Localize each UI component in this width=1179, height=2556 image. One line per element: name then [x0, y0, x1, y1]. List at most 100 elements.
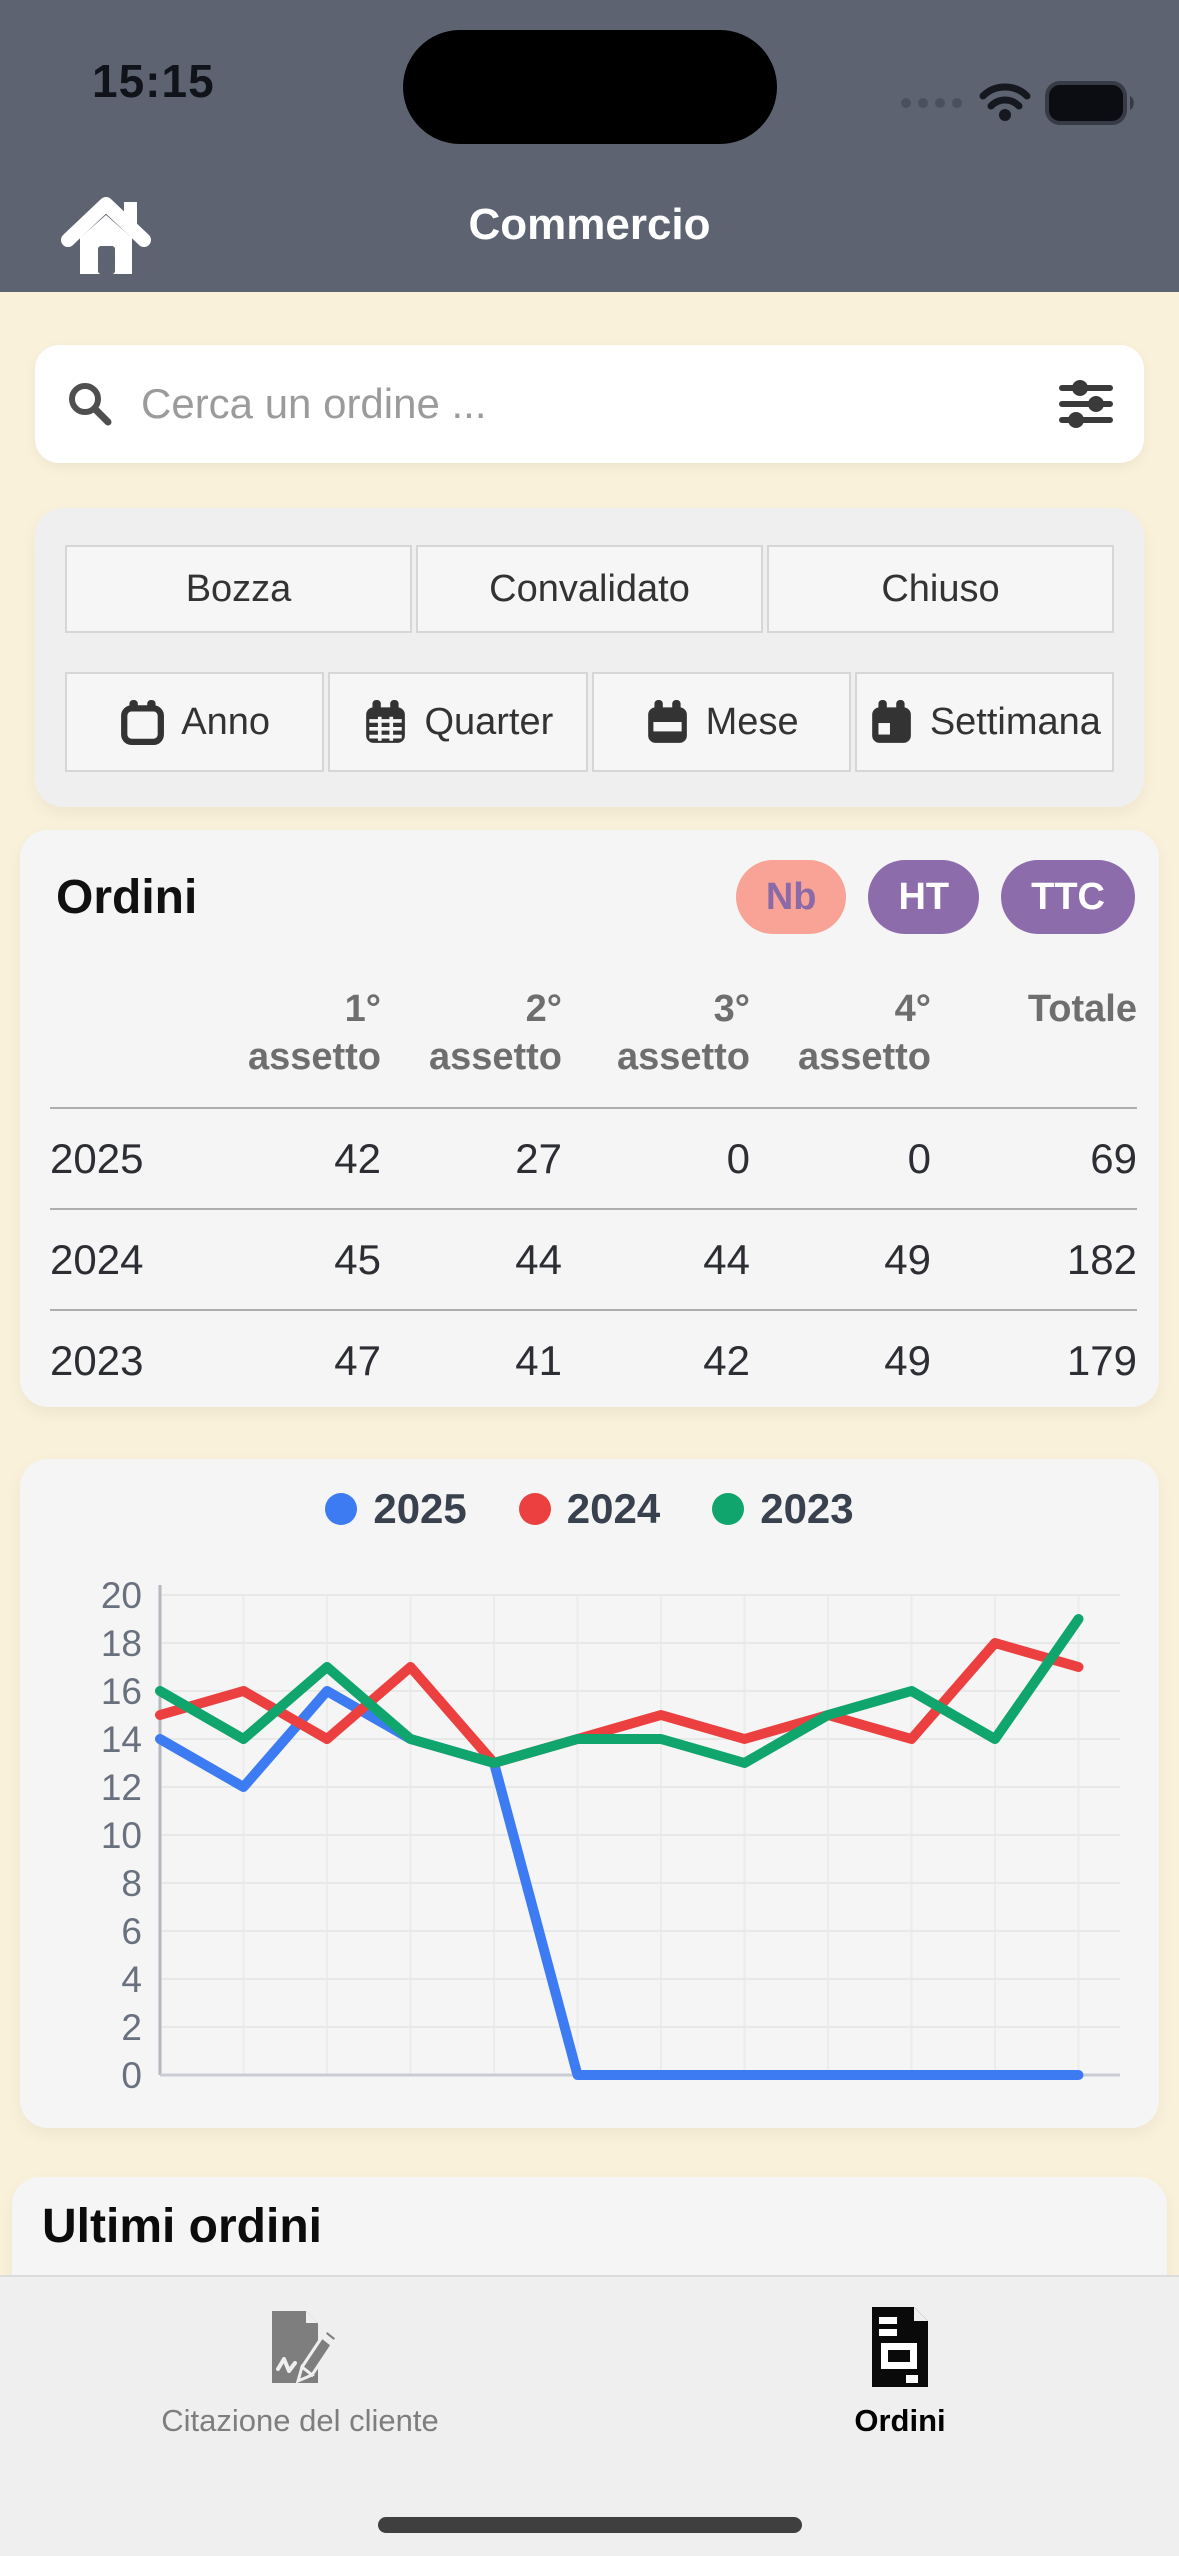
page-title: Commercio	[468, 200, 711, 249]
badge-ht[interactable]: HT	[868, 860, 980, 934]
file-signature-icon	[272, 2311, 340, 2384]
tab-bar: Citazione del cliente Ordini	[0, 2275, 1179, 2556]
filter-label: Quarter	[424, 700, 554, 743]
y-tick-label: 8	[121, 1863, 142, 1904]
cell: 27	[381, 1107, 562, 1209]
filter-label: Mese	[705, 700, 799, 743]
table-row: 2024 45 44 44 49 182	[50, 1208, 1137, 1310]
legend-dot-green	[712, 1493, 745, 1525]
column-header: 2° assetto	[428, 988, 562, 1078]
y-tick-label: 16	[101, 1671, 142, 1712]
cell-total: 69	[931, 1107, 1137, 1209]
filter-mese-button[interactable]: Mese	[591, 672, 851, 772]
badge-ttc[interactable]: TTC	[1001, 860, 1135, 934]
column-header-year	[50, 980, 185, 1108]
legend-item-2025[interactable]: 2025	[325, 1485, 467, 1533]
y-tick-label: 2	[121, 2007, 142, 2048]
home-indicator[interactable]	[377, 2517, 802, 2533]
line-chart: 0 2 4 6 8 10 12 14 16 18 20	[101, 1575, 1120, 2096]
calendar-outline-icon	[121, 700, 165, 745]
column-header-total: Totale	[1027, 988, 1137, 1030]
y-tick-label: 18	[101, 1623, 142, 1664]
calendar-week-icon	[872, 700, 911, 743]
tab-ordini[interactable]: Ordini	[680, 2305, 1120, 2439]
column-header: 4° assetto	[797, 988, 931, 1078]
cell: 47	[185, 1309, 381, 1411]
legend-label: 2024	[566, 1485, 661, 1532]
filter-quarter-button[interactable]: Quarter	[328, 672, 588, 772]
filter-chiuso-button[interactable]: Chiuso	[767, 545, 1114, 633]
column-header: 3° assetto	[616, 988, 750, 1078]
filter-anno-button[interactable]: Anno	[65, 672, 325, 772]
legend-dot-blue	[325, 1493, 358, 1525]
cell: 44	[381, 1208, 562, 1310]
cell: 45	[185, 1208, 381, 1310]
orders-card: Ordini Nb HT TTC 1° assetto 2° assetto 3° a…	[20, 830, 1159, 1411]
y-tick-label: 6	[121, 1911, 142, 1952]
status-filter-row: Bozza Convalidato Chiuso	[65, 545, 1114, 633]
home-button[interactable]	[60, 188, 152, 276]
home-icon	[61, 197, 151, 274]
orders-badges: Nb HT TTC	[735, 860, 1135, 934]
y-tick-label: 4	[121, 1959, 142, 2000]
tab-citazione-del-cliente[interactable]: Citazione del cliente	[80, 2305, 520, 2439]
series-line-2025	[155, 1686, 1084, 2080]
series-line-2023	[155, 1614, 1084, 1768]
latest-orders-title: Ultimi ordini	[42, 2200, 322, 2253]
filter-label: Anno	[181, 700, 270, 743]
period-filter-row: Anno Quarter Mese	[65, 672, 1114, 772]
orders-title: Ordini	[56, 870, 198, 924]
filter-bozza-button[interactable]: Bozza	[65, 545, 412, 633]
row-year: 2024	[50, 1208, 185, 1310]
filter-convalidato-button[interactable]: Convalidato	[416, 545, 763, 633]
tune-icon[interactable]	[1058, 376, 1114, 432]
app-header: 15:15 Commercio	[0, 0, 1179, 292]
orders-table-header-row: 1° assetto 2° assetto 3° assetto 4° assetto …	[50, 980, 1137, 1108]
cell: 0	[750, 1107, 931, 1209]
y-tick-label: 12	[101, 1767, 142, 1808]
tab-label: Citazione del cliente	[161, 2403, 439, 2438]
cell-total: 182	[931, 1208, 1137, 1310]
row-year: 2023	[50, 1309, 185, 1411]
legend-label: 2025	[373, 1485, 467, 1532]
y-tick-label: 10	[101, 1815, 142, 1856]
cell: 42	[185, 1107, 381, 1209]
calendar-grid-icon	[366, 700, 406, 743]
legend-item-2024[interactable]: 2024	[518, 1485, 661, 1533]
wifi-icon	[979, 83, 1031, 121]
file-invoice-icon	[872, 2307, 928, 2387]
badge-nb[interactable]: Nb	[735, 860, 847, 934]
row-year: 2025	[50, 1107, 185, 1209]
cellular-dots-icon	[901, 98, 962, 108]
dynamic-island	[402, 30, 777, 144]
status-time: 15:15	[92, 55, 215, 107]
cell: 49	[750, 1208, 931, 1310]
legend-item-2023[interactable]: 2023	[712, 1485, 854, 1533]
search-input[interactable]	[141, 380, 1058, 428]
status-icons	[899, 80, 1137, 126]
chart-legend: 2025 2024 2023	[20, 1485, 1159, 1533]
y-tick-label: 20	[101, 1575, 142, 1616]
legend-dot-red	[518, 1493, 551, 1525]
filters-card: Bozza Convalidato Chiuso Anno	[35, 508, 1144, 807]
filter-settimana-button[interactable]: Settimana	[854, 672, 1114, 772]
orders-table: 1° assetto 2° assetto 3° assetto 4° assetto …	[50, 980, 1137, 1411]
cell-total: 179	[931, 1309, 1137, 1411]
filter-label: Chiuso	[881, 567, 1000, 610]
cell: 0	[562, 1107, 750, 1209]
series-line-2024	[155, 1638, 1084, 1768]
battery-icon	[1045, 81, 1134, 125]
y-tick-label: 0	[121, 2055, 142, 2096]
tab-label: Ordini	[854, 2403, 946, 2438]
filter-label: Bozza	[185, 567, 292, 610]
table-row: 2025 42 27 0 0 69	[50, 1107, 1137, 1209]
cell: 44	[562, 1208, 750, 1310]
search-bar	[35, 345, 1144, 463]
cell: 49	[750, 1309, 931, 1411]
cell: 42	[562, 1309, 750, 1411]
y-tick-label: 14	[101, 1719, 142, 1760]
orders-card-header: Ordini Nb HT TTC	[56, 860, 1135, 934]
table-row: 2023 47 41 42 49 179	[50, 1309, 1137, 1411]
calendar-month-icon	[647, 700, 687, 743]
